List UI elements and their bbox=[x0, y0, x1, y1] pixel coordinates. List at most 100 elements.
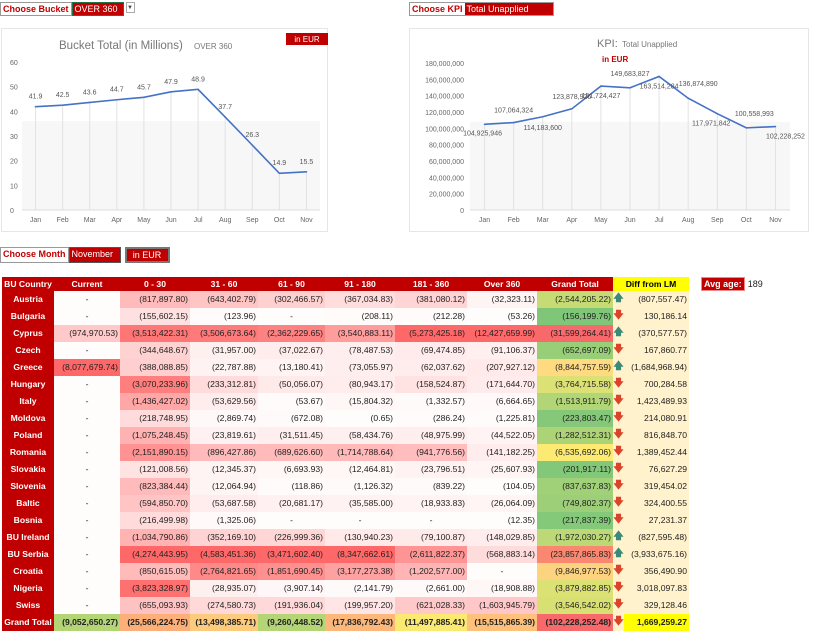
arrow-down-icon: 🡇 bbox=[613, 511, 625, 529]
amount-cell: (1,513,911.79) bbox=[537, 392, 613, 410]
x-tick-label: Apr bbox=[111, 217, 123, 224]
diff-cell: 27,231.37 bbox=[624, 511, 689, 529]
amount-cell: (0.65) bbox=[325, 409, 395, 427]
amount-cell: (69,474.85) bbox=[395, 341, 467, 359]
amount-cell: (207,927.12) bbox=[467, 358, 537, 376]
amount-cell: (13,498,385.71) bbox=[190, 613, 258, 631]
amount-cell: (12.35) bbox=[467, 511, 537, 529]
amount-cell: (2,544,205.22) bbox=[537, 290, 613, 308]
data-label: 123,878,926 bbox=[552, 94, 591, 101]
x-tick-label: Feb bbox=[508, 217, 520, 224]
y-tick-label: 0 bbox=[460, 208, 464, 215]
month-dropdown[interactable]: November bbox=[68, 247, 121, 263]
arrow-down-icon: 🡇 bbox=[613, 460, 625, 478]
country-cell: Italy bbox=[2, 392, 54, 410]
data-label: 45.7 bbox=[137, 84, 151, 91]
amount-cell: (1,714,788.64) bbox=[325, 443, 395, 461]
amount-cell: (1,075,248.45) bbox=[120, 426, 190, 444]
y-tick-label: 40,000,000 bbox=[429, 175, 464, 182]
arrow-down-icon: 🡇 bbox=[613, 443, 625, 461]
amount-cell: (18,908.88) bbox=[467, 579, 537, 597]
amount-cell: (130,940.23) bbox=[325, 528, 395, 546]
arrow-down-icon: 🡇 bbox=[613, 426, 625, 444]
diff-cell: (1,684,968.94) bbox=[624, 358, 689, 376]
column-header: Grand Total bbox=[537, 277, 613, 291]
country-cell: Poland bbox=[2, 426, 54, 444]
amount-cell: - bbox=[54, 460, 120, 478]
y-tick-label: 60,000,000 bbox=[429, 159, 464, 166]
amount-cell: (3,879,882.85) bbox=[537, 579, 613, 597]
amount-cell: (20,681.17) bbox=[258, 494, 325, 512]
country-cell: Swiss bbox=[2, 596, 54, 614]
y-tick-label: 160,000,000 bbox=[425, 77, 464, 84]
avg-age-label: Avg age: bbox=[701, 277, 745, 291]
table-row: Bosnia - (216,499.98) (1,325.06) - - - (12.35)(… bbox=[2, 511, 689, 529]
amount-cell: (44,522.05) bbox=[467, 426, 537, 444]
table-row: Swiss - (655,093.93) (274,580.73) (191,936.0… bbox=[2, 596, 689, 614]
x-tick-label: May bbox=[137, 217, 151, 224]
amount-cell: (104.05) bbox=[467, 477, 537, 495]
amount-cell: (689,626.60) bbox=[258, 443, 325, 461]
diff-cell: (827,595.48) bbox=[624, 528, 689, 546]
amount-cell: (6,535,692.06) bbox=[537, 443, 613, 461]
amount-cell: - bbox=[54, 477, 120, 495]
amount-cell: - bbox=[54, 392, 120, 410]
amount-cell: (568,883.14) bbox=[467, 545, 537, 563]
arrow-down-icon: 🡇 bbox=[613, 409, 625, 427]
amount-cell: - bbox=[54, 443, 120, 461]
chart-subtitle: Total Unapplied bbox=[622, 40, 677, 49]
amount-cell: (18,933.83) bbox=[395, 494, 467, 512]
amount-cell: (218,748.95) bbox=[120, 409, 190, 427]
amount-cell: - bbox=[54, 528, 120, 546]
amount-cell: (32,323.11) bbox=[467, 290, 537, 308]
data-label: 14.9 bbox=[273, 160, 287, 167]
country-cell: Moldova bbox=[2, 409, 54, 427]
data-label: 104,925,946 bbox=[463, 130, 502, 137]
country-cell: Baltic bbox=[2, 494, 54, 512]
chevron-down-icon[interactable]: ▼ bbox=[125, 2, 135, 13]
country-cell: Nigeria bbox=[2, 579, 54, 597]
amount-cell: (158,524.87) bbox=[395, 375, 467, 393]
country-cell: Grand Total bbox=[2, 613, 54, 631]
amount-cell: (1,332.57) bbox=[395, 392, 467, 410]
amount-cell: (3,764,715.58) bbox=[537, 375, 613, 393]
amount-cell: (672.08) bbox=[258, 409, 325, 427]
table-row: Croatia - (850,615.05) (2,764,821.65) (1,851… bbox=[2, 562, 689, 580]
amount-cell: (62,037.62) bbox=[395, 358, 467, 376]
amount-cell: (1,034,790.86) bbox=[120, 528, 190, 546]
arrow-up-icon: 🡅 bbox=[613, 290, 625, 308]
country-cell: Czech bbox=[2, 341, 54, 359]
avg-age-value: 189 bbox=[747, 279, 763, 289]
bucket-total-chart: Bucket Total (in Millions) OVER 360 in E… bbox=[1, 28, 328, 232]
amount-cell: (1,225.81) bbox=[467, 409, 537, 427]
bucket-dropdown[interactable]: OVER 360 bbox=[71, 2, 124, 16]
data-label: 163,514,284 bbox=[640, 83, 679, 90]
data-label: 47.9 bbox=[164, 79, 178, 86]
kpi-dropdown[interactable]: Total Unapplied bbox=[464, 3, 553, 15]
amount-cell: (367,034.83) bbox=[325, 290, 395, 308]
amount-cell: (2,764,821.65) bbox=[190, 562, 258, 580]
data-point bbox=[745, 127, 748, 129]
data-label: 100,558,993 bbox=[735, 111, 774, 118]
aging-table: BU Country Current 0 - 30 31 - 60 61 - 90 91 … bbox=[2, 277, 689, 631]
column-header: Over 360 bbox=[467, 277, 537, 291]
amount-cell: (25,566,224.75) bbox=[120, 613, 190, 631]
x-tick-label: Jul bbox=[194, 217, 203, 224]
arrow-up-icon: 🡅 bbox=[613, 545, 625, 563]
data-point bbox=[600, 85, 602, 87]
table-header-row: BU Country Current 0 - 30 31 - 60 61 - 90 91 … bbox=[2, 277, 689, 291]
amount-cell: (12,345.37) bbox=[190, 460, 258, 478]
x-tick-label: Aug bbox=[219, 217, 232, 224]
amount-cell: - bbox=[258, 511, 325, 529]
amount-cell: (974,970.53) bbox=[54, 324, 120, 342]
amount-cell: (302,466.57) bbox=[258, 290, 325, 308]
diff-cell: (3,933,675.16) bbox=[624, 545, 689, 563]
y-tick-label: 80,000,000 bbox=[429, 143, 464, 150]
table-row: Bulgaria - (155,602.15) (123.96) - (208.11) (2… bbox=[2, 307, 689, 325]
amount-cell: - bbox=[325, 511, 395, 529]
data-label: 149,683,827 bbox=[611, 71, 650, 78]
arrow-down-icon: 🡇 bbox=[613, 494, 625, 512]
data-label: 42.5 bbox=[56, 92, 70, 99]
x-tick-label: May bbox=[594, 217, 608, 224]
amount-cell: (37,022.67) bbox=[258, 341, 325, 359]
